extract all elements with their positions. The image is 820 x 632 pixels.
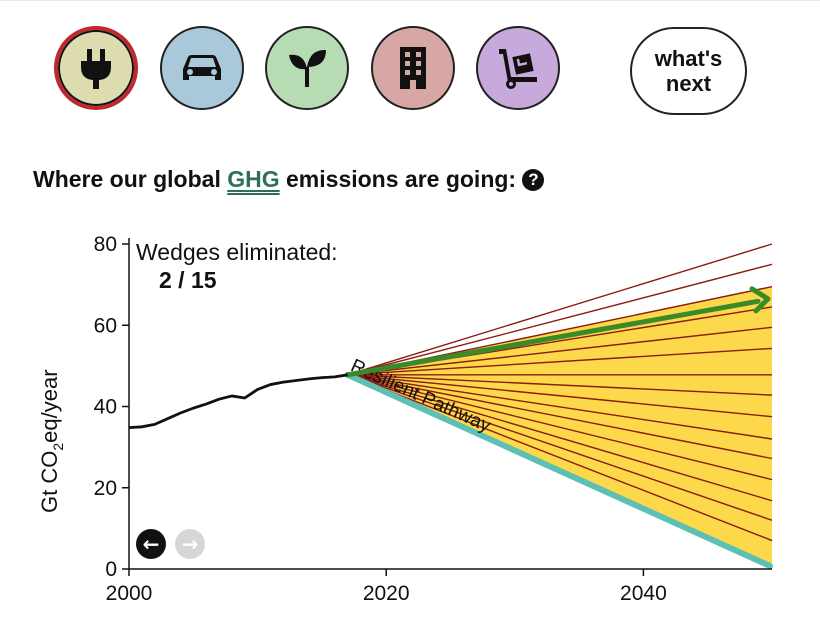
next-arrow-glyph: → bbox=[182, 532, 199, 556]
eliminated-wedge-line-1 bbox=[347, 243, 773, 376]
y-axis-label-tail: eq/year bbox=[37, 369, 62, 442]
prev-arrow-glyph: ← bbox=[143, 532, 160, 556]
bau-arrow-line bbox=[345, 298, 761, 378]
top-divider bbox=[0, 0, 820, 1]
wedges-eliminated-count: 2 / 15 bbox=[159, 267, 217, 293]
next-arrow-icon[interactable] bbox=[175, 529, 205, 559]
bau-arrow-head bbox=[749, 286, 771, 314]
wedge-line-13 bbox=[347, 374, 773, 542]
svg-text:Gt CO2eq/year: Gt CO2eq/year bbox=[37, 369, 66, 513]
car-icon bbox=[177, 43, 227, 93]
y-axis-label-main: Gt CO bbox=[37, 451, 62, 513]
ghg-link[interactable]: GHG bbox=[227, 166, 280, 192]
page-title: Where our global GHG emissions are going… bbox=[33, 166, 545, 193]
heading-prefix: Where our global bbox=[33, 166, 228, 192]
y-tick-label-0: 0 bbox=[105, 558, 117, 581]
wedge-line-8 bbox=[347, 374, 773, 440]
sector-button-buildings[interactable] bbox=[371, 26, 455, 110]
wedge-line-11 bbox=[347, 374, 773, 502]
x-tick-label-2040: 2040 bbox=[620, 582, 667, 605]
sector-button-agriculture[interactable] bbox=[265, 26, 349, 110]
sprout-icon bbox=[282, 43, 332, 93]
help-icon[interactable]: ? bbox=[522, 169, 545, 191]
wedge-layer: Resilient Pathway bbox=[344, 243, 773, 569]
eliminated-wedge-line-2 bbox=[347, 263, 773, 376]
sector-button-electricity[interactable] bbox=[54, 26, 138, 110]
wedges-eliminated-label: Wedges eliminated: bbox=[136, 239, 338, 265]
y-tick-label-80: 80 bbox=[94, 233, 117, 256]
wedge-line-3 bbox=[347, 326, 773, 376]
wedge-line-6 bbox=[347, 374, 773, 396]
plug-icon bbox=[71, 43, 121, 93]
prev-arrow-icon[interactable] bbox=[136, 529, 166, 559]
sector-button-industry[interactable] bbox=[476, 26, 560, 110]
x-tick-label-2000: 2000 bbox=[106, 582, 153, 605]
next-arrow-button[interactable]: → bbox=[175, 529, 205, 559]
y-axis-label: Gt CO2eq/year bbox=[37, 369, 66, 513]
prev-arrow-button[interactable]: ← bbox=[136, 529, 166, 559]
history-line bbox=[128, 373, 348, 430]
wedge-line-4 bbox=[347, 347, 773, 376]
whats-next-button[interactable]: what's next bbox=[630, 27, 747, 115]
wedge-line-10 bbox=[347, 374, 773, 481]
wedge-line-12 bbox=[347, 374, 773, 521]
history-layer bbox=[128, 373, 348, 430]
x-tick-label-2020: 2020 bbox=[363, 582, 410, 605]
sector-button-transportation[interactable] bbox=[160, 26, 244, 110]
wedge-line-7 bbox=[347, 374, 773, 418]
wedge-line-9 bbox=[347, 374, 773, 460]
y-tick-label-40: 40 bbox=[94, 396, 117, 419]
hand-truck-icon bbox=[493, 43, 543, 93]
heading-suffix: emissions are going: bbox=[279, 166, 517, 192]
y-axis-label-sub: 2 bbox=[50, 443, 66, 451]
resilient-pathway-line bbox=[344, 371, 773, 569]
y-tick-label-20: 20 bbox=[94, 477, 117, 500]
building-icon bbox=[388, 43, 438, 93]
y-tick-label-60: 60 bbox=[94, 314, 117, 337]
